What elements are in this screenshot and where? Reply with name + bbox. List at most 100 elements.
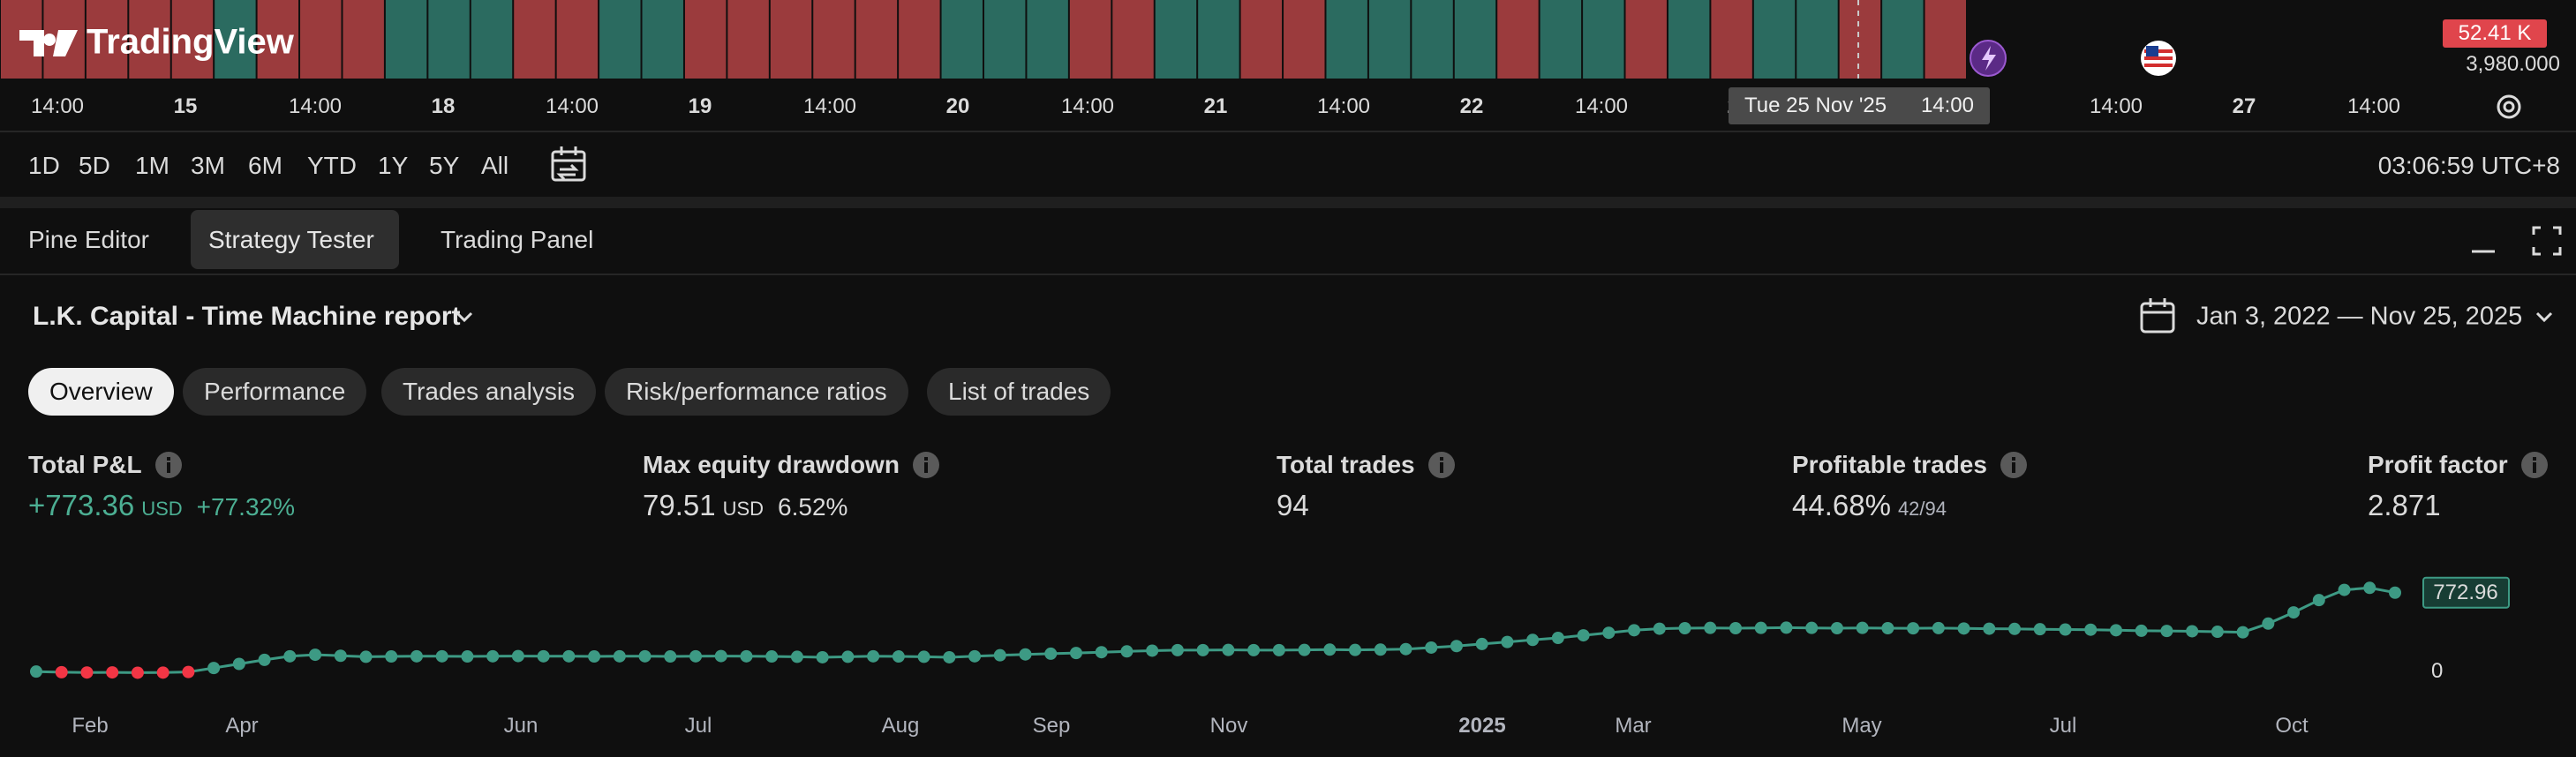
range-button[interactable]: 1M	[135, 152, 169, 179]
x-tick-label: Aug	[881, 714, 920, 738]
settings-icon[interactable]	[2497, 94, 2521, 119]
tab[interactable]: Strategy Tester	[208, 226, 374, 253]
tab-active-bg[interactable]	[191, 210, 399, 269]
metric-label: Total trades	[1277, 451, 1456, 479]
time-axis-label: 19	[688, 94, 712, 118]
metric-value-row: +773.36 USD +77.32%	[28, 489, 295, 522]
date-range[interactable]: Jan 3, 2022 — Nov 25, 2025	[2196, 302, 2523, 331]
x-tick-label: Mar	[1615, 714, 1652, 738]
equity-point	[588, 650, 601, 663]
candle	[941, 0, 983, 79]
metric-value: +773.36	[28, 489, 135, 521]
candle	[343, 0, 384, 79]
subtab[interactable]: Trades analysis	[381, 368, 597, 416]
range-button[interactable]: 1Y	[378, 152, 409, 179]
equity-point	[689, 649, 703, 663]
tab[interactable]: Trading Panel	[441, 226, 594, 253]
equity-point	[410, 649, 423, 663]
equity-point	[1374, 643, 1387, 656]
equity-point	[841, 650, 855, 663]
equity-point	[790, 650, 803, 663]
candle	[813, 0, 855, 79]
info-bar	[923, 462, 928, 473]
range-button[interactable]: YTD	[307, 152, 357, 179]
equity-point	[55, 665, 68, 678]
candle	[642, 0, 683, 79]
equity-point	[435, 649, 448, 663]
equity-point	[156, 666, 169, 679]
report-title[interactable]: L.K. Capital - Time Machine report	[33, 302, 461, 331]
equity-point	[1653, 622, 1666, 635]
candle	[1069, 0, 1111, 79]
event-icon[interactable]	[1970, 40, 2007, 77]
flag-icon[interactable]	[2141, 41, 2176, 76]
info-icon[interactable]	[2000, 451, 2028, 479]
range-button[interactable]: 5Y	[429, 152, 460, 179]
chevron[interactable]	[2535, 311, 2553, 323]
equity-point	[1805, 621, 1819, 634]
date-calendar-icon[interactable]	[2140, 298, 2175, 334]
candle	[86, 0, 128, 79]
subtab[interactable]: List of trades	[927, 368, 1111, 416]
range-button[interactable]: 5D	[79, 152, 110, 179]
metric-value-row: 94	[1277, 489, 1309, 522]
range-button[interactable]: 6M	[248, 152, 282, 179]
tab[interactable]: Pine Editor	[28, 226, 149, 253]
equity-point	[1120, 645, 1134, 658]
time-axis-label: 22	[1459, 94, 1484, 118]
calendar-icon[interactable]	[551, 146, 586, 182]
candle	[514, 0, 555, 79]
x-tick-label: Sep	[1032, 714, 1071, 738]
equity-point	[1501, 635, 1514, 648]
subtab[interactable]: Risk/performance ratios	[605, 368, 908, 416]
last-value-badge	[2422, 576, 2510, 609]
candle	[1625, 0, 1667, 79]
info-icon[interactable]	[154, 451, 183, 479]
equity-point	[943, 650, 956, 663]
equity-point	[385, 650, 398, 663]
equity-line	[35, 586, 2396, 674]
candle	[1155, 0, 1197, 79]
equity-point	[2186, 625, 2199, 638]
chevron[interactable]	[456, 311, 473, 323]
metric-value: 94	[1277, 489, 1309, 521]
candle	[1454, 0, 1496, 79]
info-bar	[166, 462, 170, 473]
equity-point	[2008, 622, 2022, 635]
equity-point	[1856, 621, 1869, 634]
equity-point	[80, 666, 94, 679]
metric-unit: USD	[141, 498, 183, 520]
info-bar	[2011, 462, 2015, 473]
equity-point	[2135, 624, 2148, 637]
info-icon[interactable]	[912, 451, 940, 479]
metric-label: Profit factor	[2368, 451, 2549, 479]
maximize-icon[interactable]	[2532, 226, 2562, 256]
time-axis-label: 21	[1203, 94, 1228, 118]
info-dot	[1439, 457, 1443, 461]
equity-point	[993, 648, 1006, 662]
info-icon[interactable]	[1427, 451, 1456, 479]
equity-point	[1907, 622, 1920, 635]
equity-point	[1830, 622, 1843, 634]
equity-point	[765, 650, 779, 663]
metric-label: Max equity drawdown	[643, 451, 940, 479]
logo-text: TradingView	[87, 22, 294, 62]
range-button[interactable]: 3M	[191, 152, 225, 179]
last-value-label: 772.96	[2433, 581, 2497, 604]
candle	[1284, 0, 1325, 79]
range-button[interactable]: 1D	[28, 152, 60, 179]
candle	[1882, 0, 1924, 79]
subtab[interactable]: Overview	[28, 368, 174, 416]
equity-point	[1602, 626, 1616, 640]
equity-point	[1044, 647, 1058, 660]
candle	[770, 0, 812, 79]
y-tick-label: 0	[2431, 659, 2444, 684]
range-button[interactable]: All	[481, 152, 509, 179]
info-icon[interactable]	[2520, 451, 2549, 479]
price-label: 3,980.000	[2466, 52, 2560, 76]
info-bar	[2532, 462, 2536, 473]
subtab[interactable]: Performance	[183, 368, 367, 416]
x-tick-label: 2025	[1458, 714, 1506, 738]
equity-point	[816, 650, 829, 663]
